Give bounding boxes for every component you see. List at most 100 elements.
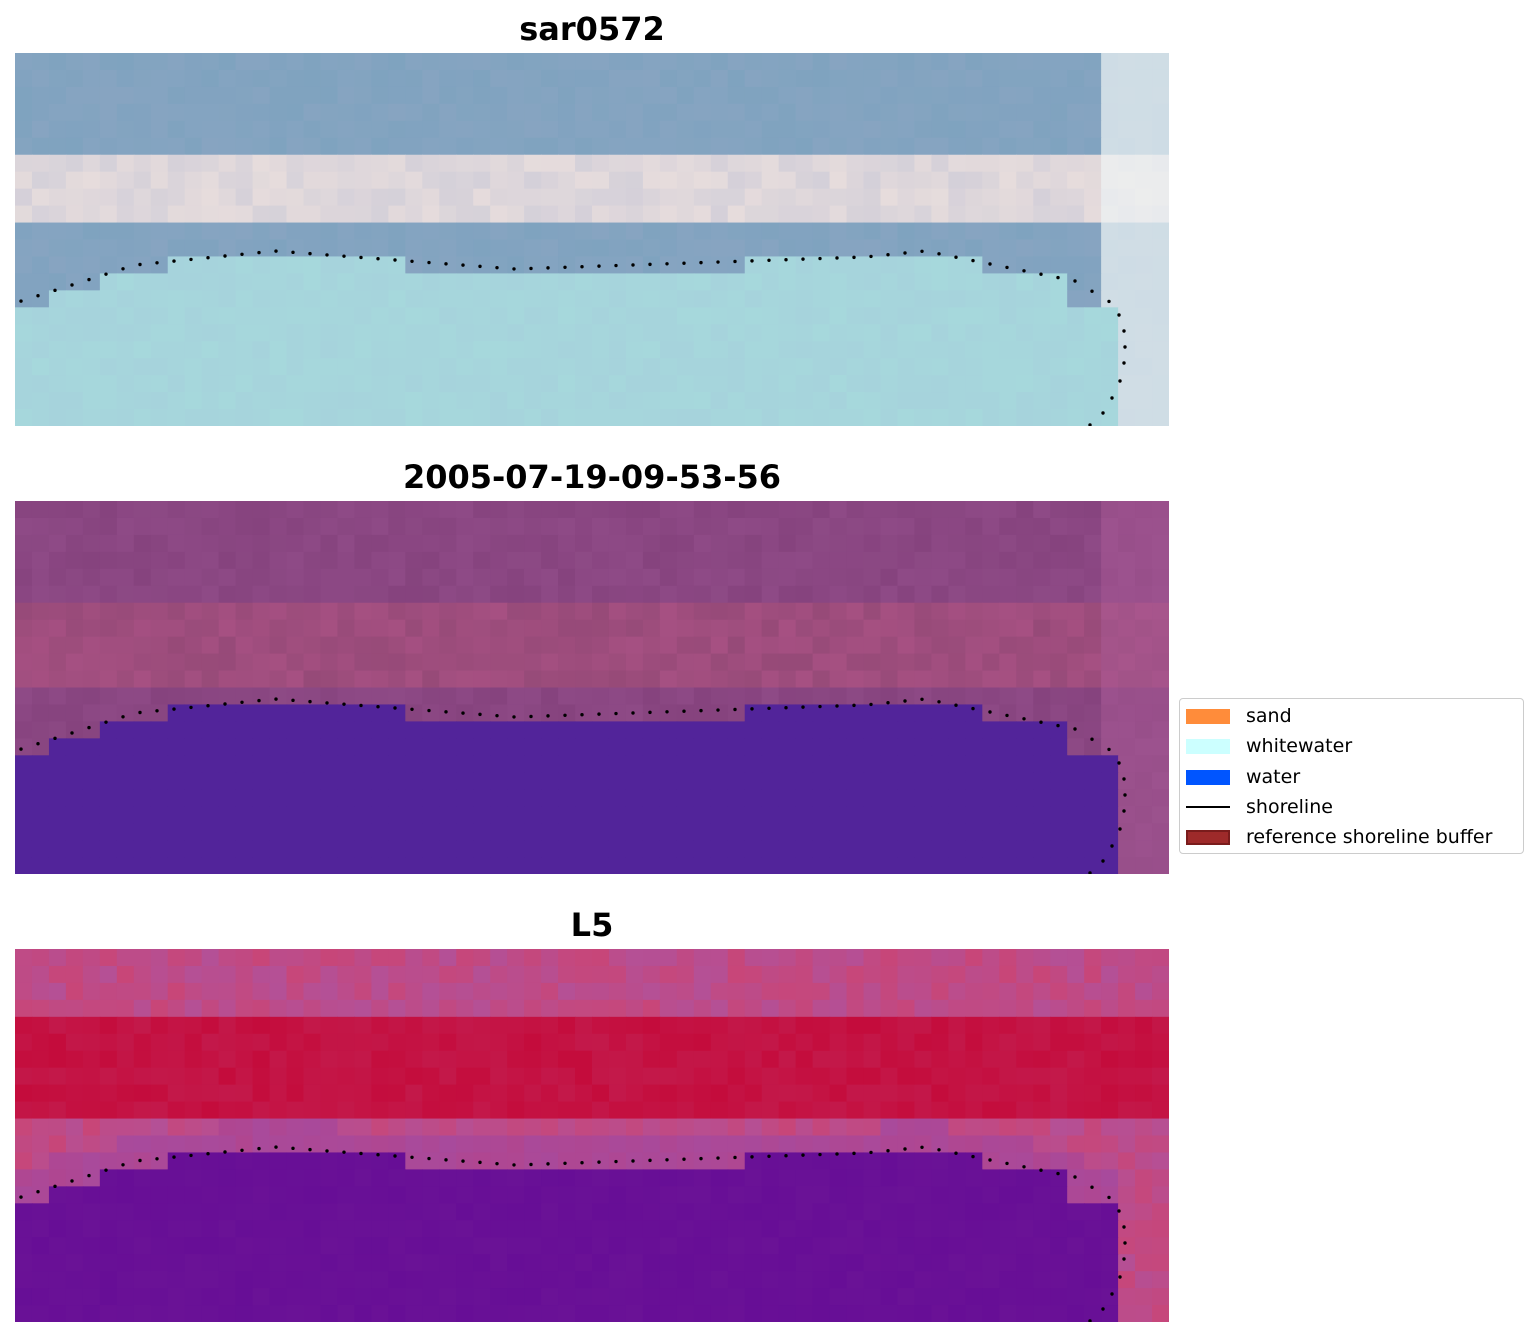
pixel-cell <box>812 137 831 156</box>
pixel-cell <box>371 171 389 190</box>
pixel-cell <box>965 840 983 858</box>
pixel-cell <box>473 409 491 426</box>
pixel-cell <box>812 619 831 638</box>
shoreline-dots <box>19 697 1127 874</box>
pixel-cell <box>642 290 661 308</box>
pixel-cell <box>524 789 542 807</box>
pixel-cell <box>710 619 729 638</box>
pixel-cell <box>388 965 406 984</box>
pixel-cell <box>1067 806 1085 824</box>
pixel-cell <box>201 358 220 376</box>
shoreline-dot <box>1073 727 1077 731</box>
pixel-cell <box>761 358 780 376</box>
pixel-cell <box>863 1152 882 1170</box>
pixel-cell <box>507 840 525 858</box>
pixel-cell <box>422 307 440 325</box>
pixel-cell <box>608 1237 627 1255</box>
pixel-cell <box>625 222 644 241</box>
pixel-cell <box>507 222 525 241</box>
pixel-cell <box>1135 772 1153 790</box>
pixel-cell <box>303 1169 322 1187</box>
shoreline-dot <box>835 1152 839 1156</box>
pixel-cell <box>846 307 865 325</box>
pixel-cell <box>167 1288 186 1306</box>
pixel-cell <box>999 1305 1017 1322</box>
pixel-cell <box>1033 53 1051 71</box>
pixel-cell <box>218 501 237 519</box>
pixel-cell <box>897 1152 916 1170</box>
pixel-cell <box>659 1101 678 1120</box>
pixel-cell <box>1050 823 1068 841</box>
pixel-cell <box>82 1305 101 1322</box>
pixel-cell <box>846 358 865 376</box>
pixel-cell <box>948 171 966 190</box>
pixel-cell <box>303 857 322 874</box>
pixel-cell <box>795 602 814 621</box>
pixel-cell <box>659 171 678 190</box>
pixel-cell <box>744 239 763 258</box>
pixel-cell <box>625 239 644 258</box>
pixel-cell <box>846 1203 865 1221</box>
pixel-cell <box>948 738 966 756</box>
pixel-cell <box>473 949 491 967</box>
pixel-cell <box>184 619 203 638</box>
pixel-cell <box>405 965 423 984</box>
pixel-cell <box>354 154 372 173</box>
pixel-cell <box>303 1118 322 1137</box>
pixel-cell <box>659 53 678 71</box>
pixel-cell <box>439 840 457 858</box>
pixel-cell <box>490 1237 508 1255</box>
pixel-cell <box>252 1067 271 1086</box>
pixel-cell <box>795 239 814 258</box>
pixel-cell <box>473 1118 491 1137</box>
pixel-cell <box>235 205 254 224</box>
pixel-cell <box>744 823 763 841</box>
pixel-cell <box>710 1271 729 1289</box>
pixel-cell <box>829 375 848 393</box>
pixel-cell <box>303 1135 322 1154</box>
pixel-cell <box>897 120 916 139</box>
pixel-cell <box>761 69 780 88</box>
pixel-cell <box>354 392 372 410</box>
pixel-cell <box>541 222 559 241</box>
pixel-cell <box>625 1067 644 1086</box>
pixel-cell <box>1050 256 1068 274</box>
pixel-cell <box>982 392 1000 410</box>
pixel-cell <box>1016 1016 1034 1035</box>
pixel-cell <box>184 324 203 342</box>
pixel-cell <box>795 1186 814 1204</box>
pixel-cell <box>541 239 559 258</box>
pixel-cell <box>388 789 406 807</box>
pixel-cell <box>422 239 440 258</box>
pixel-cell <box>541 551 559 570</box>
pixel-cell <box>778 755 797 773</box>
pixel-cell <box>727 1135 746 1154</box>
pixel-cell <box>15 1169 33 1187</box>
pixel-cell <box>761 772 780 790</box>
pixel-cell <box>829 239 848 258</box>
pixel-cell <box>880 341 899 359</box>
pixel-cell <box>897 1169 916 1187</box>
pixel-cell <box>1152 1084 1169 1103</box>
pixel-cell <box>727 636 746 655</box>
pixel-cell <box>320 341 339 359</box>
pixel-cell <box>473 239 491 258</box>
pixel-cell <box>965 670 983 689</box>
pixel-cell <box>269 290 288 308</box>
pixel-cell <box>184 670 203 689</box>
pixel-cell <box>1152 273 1169 291</box>
pixel-cell <box>1050 806 1068 824</box>
pixel-cell <box>201 755 220 773</box>
pixel-cell <box>575 1305 593 1322</box>
pixel-cell <box>1033 1101 1051 1120</box>
pixel-cell <box>48 1118 67 1137</box>
pixel-cell <box>133 1288 152 1306</box>
pixel-cell <box>201 1067 220 1086</box>
pixel-cell <box>116 120 135 139</box>
pixel-cell <box>625 721 644 739</box>
pixel-cell <box>761 738 780 756</box>
pixel-cell <box>1101 341 1119 359</box>
pixel-cell <box>388 324 406 342</box>
pixel-cell <box>201 585 220 604</box>
pixel-cell <box>1067 120 1085 139</box>
